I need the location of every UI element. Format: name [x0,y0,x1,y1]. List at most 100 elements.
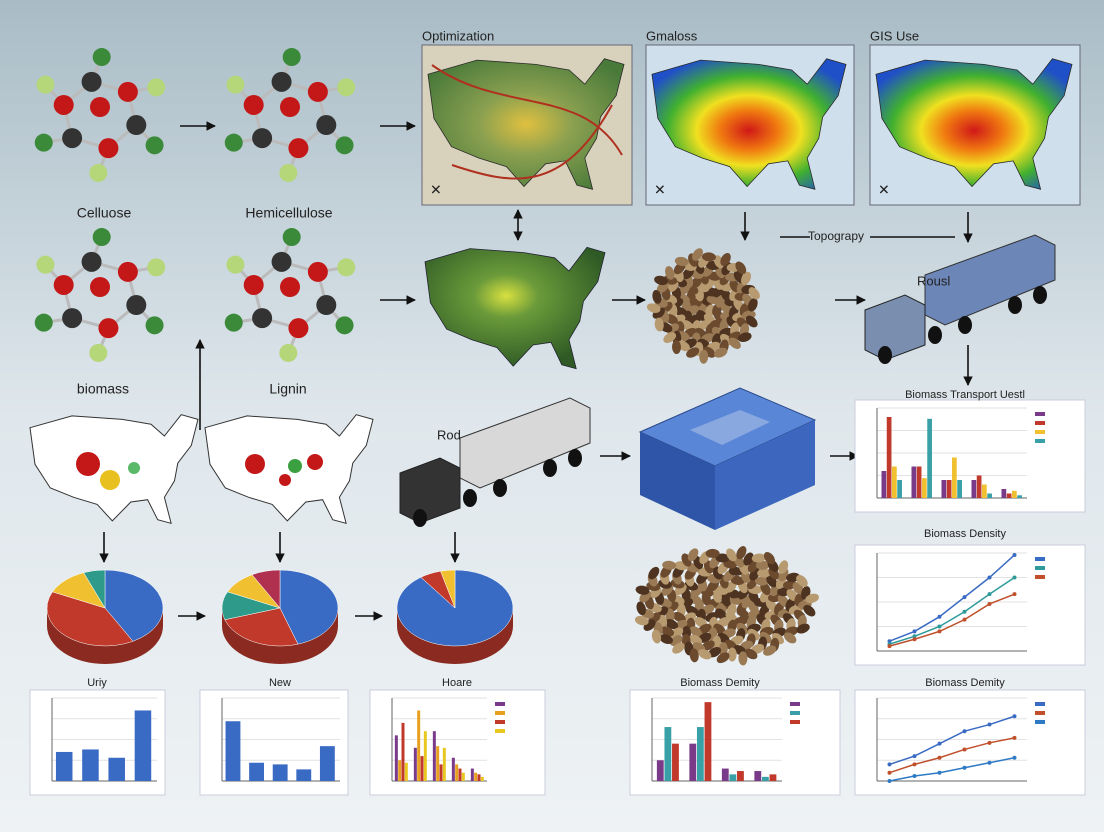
bar [1006,493,1012,498]
wheel [1033,286,1047,304]
topography-label: Topograpy [808,229,864,243]
atom [81,251,102,272]
bar [922,478,927,498]
wheel [878,346,892,364]
truck-label: Rod [437,427,461,442]
bar [477,774,481,781]
atom [224,133,243,152]
atom [53,94,74,115]
bar [432,731,436,781]
bar [976,475,982,498]
molecule [34,228,166,362]
point [887,762,892,767]
pellet [730,575,745,586]
pellet [738,651,748,666]
point [912,762,917,767]
outline-map [29,414,199,525]
map-title: Optimization [422,28,494,43]
atom [90,97,110,117]
bar [1017,495,1022,498]
pellet [805,593,819,604]
pellet [745,315,758,328]
map-marker [76,452,100,476]
molecule-label: Celluose [77,205,132,221]
atom [279,343,298,362]
pellet [654,317,664,332]
bar [458,768,462,781]
cab [864,294,926,361]
atom [337,258,356,277]
bar [461,772,465,781]
bar [941,480,947,498]
bar [729,774,737,781]
pellet [651,629,662,644]
arrows [99,121,973,621]
bar [971,480,977,498]
pellet [778,560,789,574]
pellet [735,261,747,275]
atom [279,163,298,182]
molecule-label: Lignin [269,381,306,397]
atom [92,48,111,67]
point [987,575,992,580]
bar [916,466,922,498]
bar [886,417,892,498]
point [987,722,992,727]
bar [401,722,405,781]
atom [282,48,301,67]
legend-swatch [790,702,800,706]
bar [82,749,99,781]
route [431,64,623,180]
pellet [665,266,675,280]
molecule-label: Hemicellulose [245,205,332,221]
map-icon: ✕ [878,182,890,198]
legend-swatch [495,702,505,706]
legend-swatch [1035,430,1045,434]
bar [423,731,427,781]
atom [226,75,245,94]
atom [337,78,356,97]
point [912,629,917,634]
chart-title: New [269,677,291,689]
map-title: GIS Use [870,28,919,43]
atom [316,295,337,316]
pellet [686,347,700,358]
point [937,770,942,775]
point [1012,735,1017,740]
pellet [736,546,747,560]
point [962,609,967,614]
atom [53,274,74,295]
pellet [663,332,677,343]
chart-title: Biomass Demity [925,677,1005,689]
pellet [754,576,769,586]
map-marker [307,454,323,470]
chart-title: Biomass Density [924,528,1006,540]
point [912,774,917,779]
bar [911,466,917,498]
map-shape [651,58,847,190]
pellet-pile [634,546,819,666]
molecule-label: biomass [77,381,129,397]
wheel [493,479,507,497]
map-marker [128,462,140,474]
bar [451,757,455,781]
pellet [664,618,679,630]
truck [399,397,591,527]
point [937,624,942,629]
pellet [689,626,703,638]
bar [987,493,992,498]
pellet [646,303,661,313]
pellet [737,332,752,343]
legend-swatch [1035,575,1045,579]
point [987,592,992,597]
legend-swatch [1035,702,1045,706]
map-shape [427,58,625,190]
pellet [755,560,770,570]
atom [145,316,164,335]
pellet [796,623,810,634]
bar [696,727,704,781]
pie-slice [104,569,164,642]
wheel [568,449,582,467]
bar [55,751,73,781]
pellet [744,648,758,660]
